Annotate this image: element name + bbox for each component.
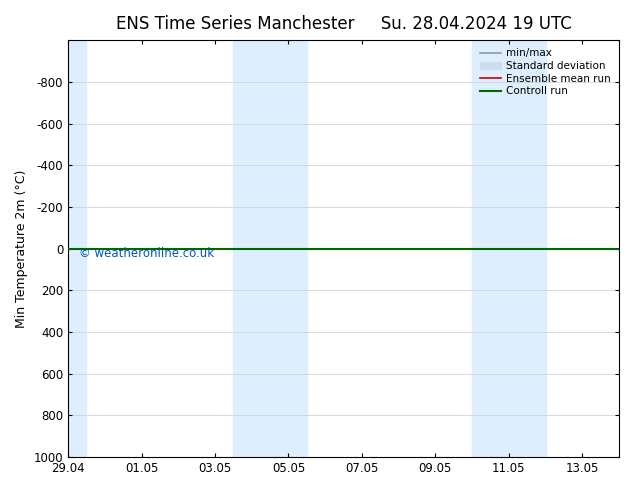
Bar bbox=[68, 40, 86, 457]
Bar bbox=[472, 40, 545, 457]
Text: © weatheronline.co.uk: © weatheronline.co.uk bbox=[79, 246, 214, 260]
Y-axis label: Min Temperature 2m (°C): Min Temperature 2m (°C) bbox=[15, 170, 28, 328]
Bar bbox=[233, 40, 307, 457]
Title: ENS Time Series Manchester     Su. 28.04.2024 19 UTC: ENS Time Series Manchester Su. 28.04.202… bbox=[115, 15, 571, 33]
Legend: min/max, Standard deviation, Ensemble mean run, Controll run: min/max, Standard deviation, Ensemble me… bbox=[477, 45, 614, 99]
